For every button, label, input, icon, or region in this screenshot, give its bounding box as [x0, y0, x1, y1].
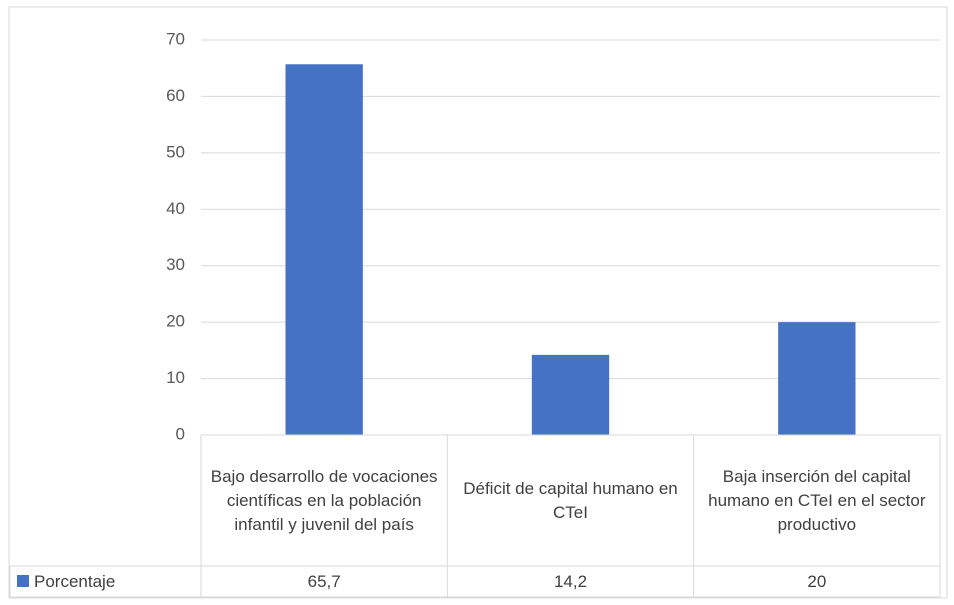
- legend-key: [17, 575, 29, 587]
- category-label: Déficit de capital humano en CTeI: [463, 478, 678, 522]
- y-tick-label: 0: [176, 424, 185, 443]
- data-table-value: 20: [807, 571, 827, 591]
- chart-border: [8, 6, 948, 599]
- y-tick-label: 60: [166, 86, 185, 105]
- y-tick-label: 10: [166, 368, 185, 387]
- data-table-value: 65,7: [307, 571, 341, 591]
- legend-label: Porcentaje: [34, 571, 116, 591]
- bar: [285, 64, 363, 435]
- category-label: Baja inserción del capital humano en CTe…: [708, 466, 926, 534]
- y-tick-label: 50: [166, 142, 185, 161]
- y-tick-label: 20: [166, 312, 185, 331]
- data-table-value: 14,2: [553, 571, 588, 591]
- bar: [531, 354, 610, 435]
- y-tick-label: 70: [166, 29, 185, 48]
- category-label: Bajo desarrollo de vocaciones científica…: [210, 466, 438, 534]
- y-tick-label: 40: [166, 199, 185, 218]
- bar: [778, 322, 856, 435]
- y-tick-label: 30: [166, 255, 185, 274]
